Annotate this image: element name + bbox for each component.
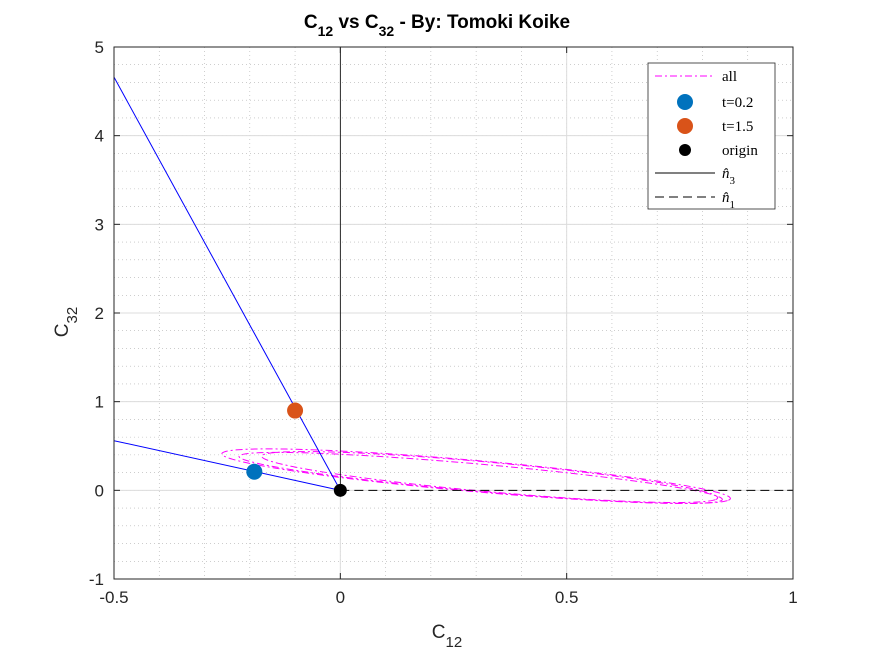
legend-label-n3: n̂3	[722, 166, 736, 187]
legend-marker-origin	[679, 144, 691, 156]
body-line-a	[114, 76, 341, 491]
legend-label-all: all	[722, 69, 737, 85]
x-tick-label: -0.5	[99, 588, 128, 607]
trajectory-all-2	[261, 451, 719, 503]
y-tick-label: 4	[95, 127, 104, 146]
legend-label-t02: t=0.2	[722, 95, 753, 111]
y-tick-label: 2	[95, 304, 104, 323]
x-tick-labels: -0.5 0 0.5 1	[99, 588, 797, 607]
legend-marker-t02	[677, 94, 693, 110]
y-tick-label: -1	[89, 570, 104, 589]
ticks	[113, 46, 794, 580]
y-tick-label: 1	[95, 393, 104, 412]
y-tick-label: 5	[95, 38, 104, 57]
point-t-1-5	[287, 402, 304, 419]
body-line-b	[114, 440, 341, 491]
legend-box	[647, 62, 776, 210]
x-tick-label: 0	[336, 588, 345, 607]
legend-label-t15: t=1.5	[722, 119, 753, 135]
series-layer	[114, 47, 793, 504]
legend-label-origin: origin	[722, 143, 758, 159]
point-t-0-2	[246, 463, 263, 480]
point-origin	[333, 483, 347, 497]
y-tick-label: 3	[95, 215, 104, 234]
y-axis-label: C32	[52, 307, 81, 337]
markers-layer	[246, 402, 347, 497]
legend-label-n1: n̂1	[722, 190, 735, 211]
y-tick-label: 0	[95, 481, 104, 500]
y-tick-labels: -1 0 1 2 3 4 5	[89, 38, 104, 589]
legend: all t=0.2 t=1.5 origin n̂3 n̂1	[647, 62, 776, 211]
legend-marker-t15	[677, 118, 693, 134]
x-tick-label: 0.5	[555, 588, 579, 607]
x-tick-label: 1	[788, 588, 797, 607]
chart-title: C12 vs C32 - By: Tomoki Koike	[304, 12, 570, 39]
x-axis-label: C12	[432, 622, 462, 651]
